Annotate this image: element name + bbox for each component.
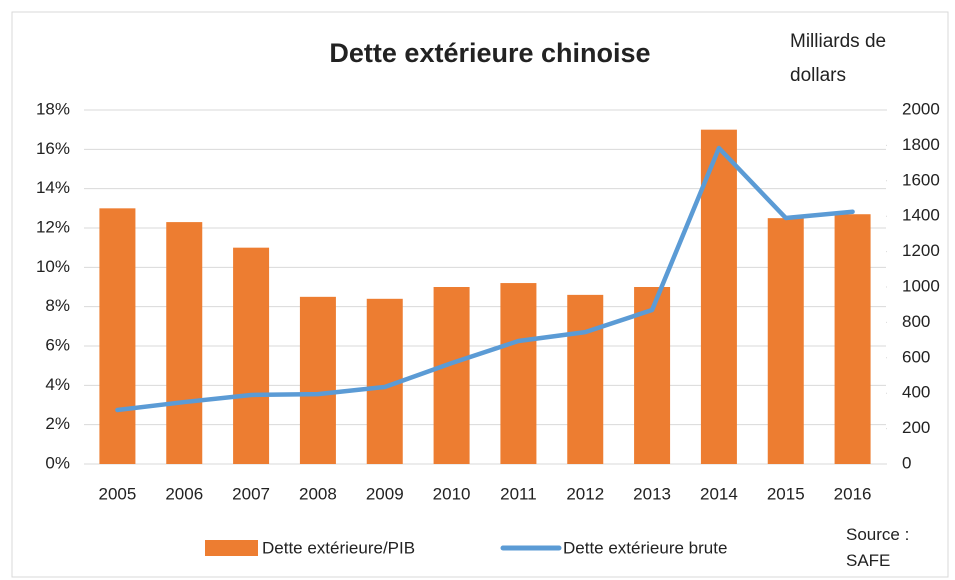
bar xyxy=(500,283,537,464)
bar xyxy=(299,296,336,464)
y2-tick-label: 200 xyxy=(902,418,930,437)
bar xyxy=(99,208,136,464)
y2-tick-label: 1800 xyxy=(902,135,940,154)
y-tick-label: 8% xyxy=(45,296,70,315)
x-tick-label: 2008 xyxy=(299,484,337,503)
x-tick-label: 2007 xyxy=(232,484,270,503)
x-tick-label: 2011 xyxy=(500,484,537,503)
x-tick-label: 2015 xyxy=(767,484,805,503)
y-tick-label: 12% xyxy=(36,217,70,236)
y2-tick-label: 1400 xyxy=(902,206,940,225)
legend-label: Dette extérieure brute xyxy=(563,538,727,557)
y-tick-label: 4% xyxy=(45,375,70,394)
chart-title: Dette extérieure chinoise xyxy=(329,38,650,68)
y2-tick-label: 600 xyxy=(902,347,930,366)
bar xyxy=(767,218,804,464)
x-tick-label: 2006 xyxy=(165,484,203,503)
x-tick-label: 2016 xyxy=(834,484,872,503)
y2-axis-label: Milliards de dollars xyxy=(790,31,887,86)
y2-tick-label: 1200 xyxy=(902,241,940,260)
x-tick-label: 2009 xyxy=(366,484,404,503)
y2-tick-label: 2000 xyxy=(902,99,940,118)
y2-tick-label: 1600 xyxy=(902,170,940,189)
x-tick-label: 2013 xyxy=(633,484,671,503)
y2-tick-label: 800 xyxy=(902,312,930,331)
annotation: Source : SAFE xyxy=(846,525,910,570)
x-tick-label: 2010 xyxy=(433,484,471,503)
y-tick-label: 16% xyxy=(36,139,70,158)
y2-tick-label: 1000 xyxy=(902,276,940,295)
x-tick-label: 2005 xyxy=(99,484,137,503)
y2-tick-label: 400 xyxy=(902,383,930,402)
bar xyxy=(567,294,604,464)
legend-label: Dette extérieure/PIB xyxy=(262,538,415,557)
y-tick-label: 18% xyxy=(36,99,70,118)
y-tick-label: 6% xyxy=(45,335,70,354)
bar xyxy=(233,247,270,464)
y2-tick-label: 0 xyxy=(902,453,911,472)
bar xyxy=(634,287,671,464)
y-tick-label: 2% xyxy=(45,414,70,433)
legend-swatch xyxy=(205,540,258,556)
bar xyxy=(700,129,737,464)
y-tick-label: 0% xyxy=(45,453,70,472)
y-tick-label: 14% xyxy=(36,178,70,197)
bar xyxy=(433,287,470,464)
bar xyxy=(166,222,203,464)
line xyxy=(115,145,855,413)
x-tick-label: 2014 xyxy=(700,484,738,503)
frame xyxy=(11,11,949,578)
y-tick-label: 10% xyxy=(36,257,70,276)
bar xyxy=(834,214,871,464)
x-tick-label: 2012 xyxy=(566,484,604,503)
